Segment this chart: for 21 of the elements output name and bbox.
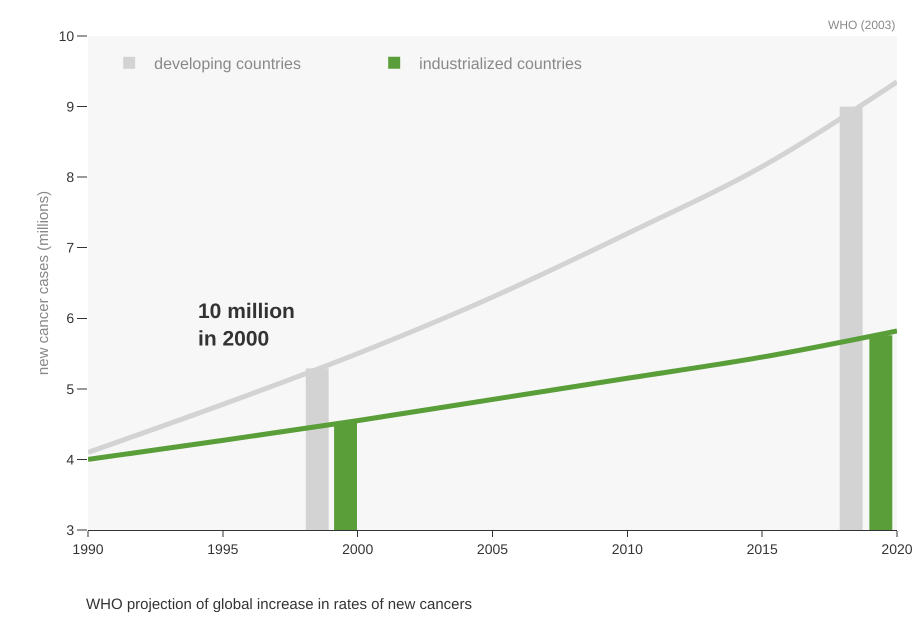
- y-tick-label: 4: [66, 451, 74, 468]
- y-tick-label: 8: [66, 169, 74, 186]
- y-tick-label: 3: [66, 522, 74, 538]
- x-tick-label: 2010: [612, 540, 644, 557]
- y-tick-label: 5: [66, 380, 74, 397]
- legend-label: developing countries: [154, 56, 301, 74]
- text: WHO projection of global increase in rates of new cancers: [86, 596, 472, 613]
- y-tick-label: 7: [66, 240, 74, 256]
- x-tick-label: 2005: [476, 540, 508, 557]
- y-tick-label: 6: [66, 310, 74, 326]
- x-tick-label: 2015: [746, 540, 778, 557]
- x-tick-label: 1990: [72, 540, 104, 557]
- legend-label: industrialized countries: [419, 56, 582, 74]
- x-tick-label: 2020: [881, 540, 913, 557]
- y-axis-title: new cancer cases (millions): [35, 190, 52, 376]
- y-tick-label: 10: [58, 28, 74, 44]
- annotation: 10 million in 2000: [198, 300, 295, 350]
- y-tick-label: 9: [66, 98, 74, 114]
- x-tick-label: 1995: [207, 540, 239, 557]
- x-tick-label: 2000: [342, 540, 374, 557]
- text: WHO (2003): [828, 18, 896, 32]
